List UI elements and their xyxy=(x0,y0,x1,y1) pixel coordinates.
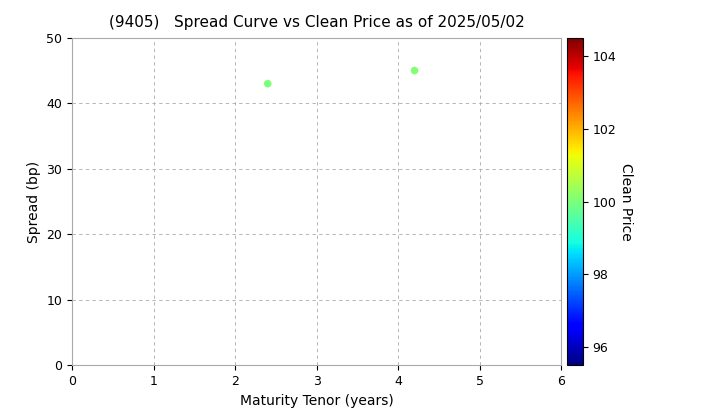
Point xyxy=(409,67,420,74)
Title: (9405)   Spread Curve vs Clean Price as of 2025/05/02: (9405) Spread Curve vs Clean Price as of… xyxy=(109,15,525,30)
Point xyxy=(262,80,274,87)
Y-axis label: Spread (bp): Spread (bp) xyxy=(27,160,41,243)
X-axis label: Maturity Tenor (years): Maturity Tenor (years) xyxy=(240,394,394,408)
Y-axis label: Clean Price: Clean Price xyxy=(619,163,633,241)
